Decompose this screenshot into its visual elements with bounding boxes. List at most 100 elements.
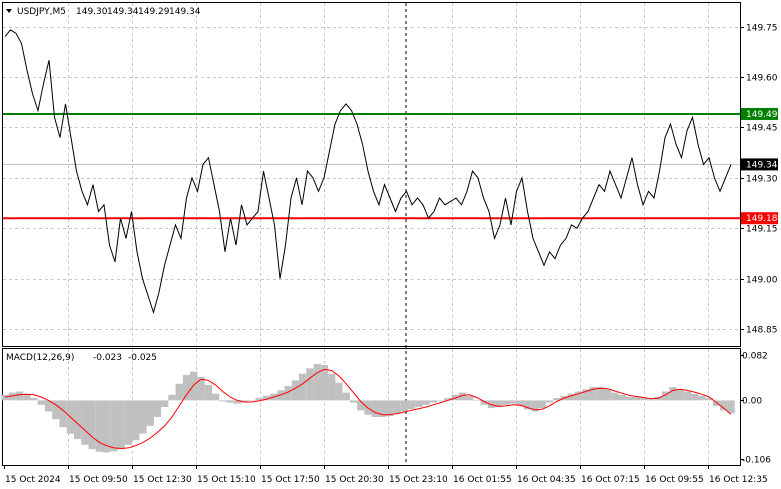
macd-bar (248, 400, 256, 401)
macd-bar (611, 392, 619, 401)
macd-bar (480, 400, 488, 405)
macd-bar (640, 398, 648, 401)
macd-bar (378, 400, 387, 417)
macd-bar (103, 400, 111, 453)
time-tick-label: 16 Oct 01:55 (453, 475, 512, 485)
price-line (4, 29, 732, 315)
macd-bar (662, 391, 670, 401)
macd-bar (110, 400, 118, 452)
macd-bar (132, 400, 140, 441)
macd-bar (466, 395, 474, 401)
macd-bar (349, 400, 358, 403)
macd-bar (204, 384, 212, 401)
macd-bar (313, 363, 321, 401)
macd-bar (545, 400, 554, 403)
price-series (4, 29, 732, 315)
ohlc-value: 149.29 (138, 7, 170, 17)
macd-bar (596, 387, 604, 401)
ohlc-value: 149.34 (107, 7, 139, 17)
macd-bar (422, 400, 430, 405)
macd-bar (429, 400, 437, 403)
macd-grid (68, 349, 709, 465)
macd-bar (495, 400, 503, 407)
price-panel-frame (2, 2, 741, 347)
macd-bar (618, 394, 626, 401)
macd-bar (647, 399, 655, 401)
symbol-title: USDJPY,M5 (17, 7, 66, 17)
time-tick-label: 15 Oct 17:50 (261, 475, 320, 485)
macd-signal-line (4, 368, 732, 450)
macd-bar (444, 398, 452, 401)
time-tick-label: 16 Oct 07:15 (581, 475, 640, 485)
macd-bar (393, 400, 401, 414)
macd-bar (190, 371, 198, 401)
macd-bar (219, 400, 227, 402)
macd-bar (1, 394, 9, 401)
macd-bar (371, 400, 379, 417)
macd-bar (88, 400, 96, 450)
macd-bar (320, 365, 329, 401)
macd-bar (698, 395, 706, 401)
macd-bar (175, 383, 183, 401)
price-tick-label: 149.00 (746, 276, 778, 286)
macd-bar (437, 400, 445, 401)
price-tick-label: 148.85 (746, 326, 778, 336)
macd-bar (8, 392, 16, 401)
level-tag-label: 149.18 (746, 214, 778, 224)
macd-bar (211, 393, 220, 401)
time-tick-label: 15 Oct 12:30 (133, 475, 192, 485)
macd-bar (197, 377, 205, 401)
level-tag (741, 107, 778, 120)
macd-tick-label: -0.106 (742, 456, 771, 466)
macd-bar (567, 393, 575, 401)
macd-bar (335, 382, 343, 401)
time-tick-label: 15 Oct 09:50 (69, 475, 128, 485)
macd-values-readout: -0.023 -0.025 (93, 353, 157, 363)
macd-bar (59, 400, 67, 427)
macd-bar (277, 390, 285, 401)
price-tick-label: 149.15 (746, 225, 778, 235)
time-tick-label: 15 Oct 23:10 (389, 475, 448, 485)
macd-bar (407, 400, 416, 410)
macd-bar (306, 368, 314, 401)
macd-bar (37, 400, 45, 405)
level-tag (741, 212, 778, 225)
macd-tick-label: 0.082 (742, 352, 768, 362)
macd-bar (161, 400, 169, 407)
support-resistance-levels: 149.49 149.18 149.34 (3, 107, 778, 225)
macd-bar (328, 373, 336, 401)
macd-bar (502, 400, 510, 405)
macd-bar (705, 398, 713, 401)
time-tick-label: 15 Oct 20:30 (325, 475, 384, 485)
macd-bar (23, 393, 31, 401)
macd-bar (15, 391, 24, 401)
macd-bar (400, 400, 408, 412)
macd-value: -0.023 (93, 353, 122, 363)
macd-bar (487, 400, 496, 409)
macd-bar (633, 397, 641, 401)
time-tick-label: 16 Oct 09:55 (645, 475, 704, 485)
current-price-tag (741, 158, 778, 171)
macd-bar (284, 386, 292, 401)
ohlc-value: 149.30 (76, 7, 108, 17)
macd-bar (226, 400, 234, 403)
time-tick-label: 16 Oct 04:35 (517, 475, 576, 485)
macd-bar (625, 397, 633, 401)
macd-bar (182, 374, 191, 401)
macd-bar (95, 400, 104, 452)
macd-bar (538, 400, 546, 409)
macd-bar (691, 393, 699, 401)
macd-value: -0.025 (128, 353, 157, 363)
macd-bar (117, 400, 125, 450)
macd-bar (139, 400, 147, 434)
macd-bar (582, 389, 590, 401)
macd-bar (676, 389, 684, 401)
macd-bar (146, 400, 154, 426)
collapse-triangle-icon[interactable] (6, 9, 12, 13)
macd-bar (357, 400, 365, 411)
macd-bar (52, 400, 60, 420)
macd-axis: 0.082 0.00 -0.106 (740, 352, 771, 466)
price-axis: 149.75 149.60 149.45 149.30 149.15 149.00 148.… (740, 24, 778, 336)
macd-bar (124, 400, 133, 445)
macd-bar (524, 400, 532, 410)
